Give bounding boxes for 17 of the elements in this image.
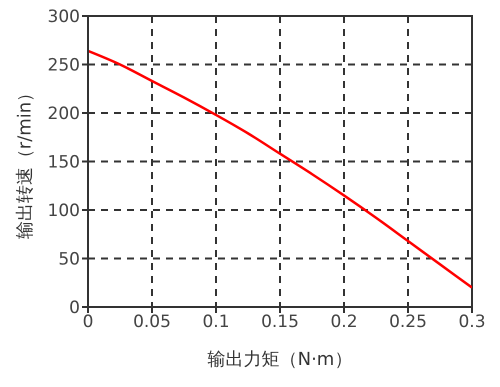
y-tick-label: 50 <box>58 250 80 270</box>
x-tick-label: 0.15 <box>261 312 299 332</box>
x-tick-label: 0.2 <box>330 312 358 332</box>
y-tick-label: 100 <box>48 201 80 222</box>
x-tick-label: 0.3 <box>458 312 486 332</box>
y-tick-label: 300 <box>48 7 80 28</box>
line-series <box>88 50 472 289</box>
y-tick-label: 150 <box>48 152 80 173</box>
x-tick-label: 0.25 <box>389 312 427 332</box>
y-tick-label: 0 <box>69 298 80 318</box>
x-axis-title: 输出力矩（N·m） <box>208 349 352 370</box>
y-tick-label: 200 <box>48 104 80 124</box>
y-axis-title: 输出转速（r/min） <box>14 84 36 240</box>
x-tick-label: 0 <box>82 312 94 332</box>
x-tick-label: 0.05 <box>133 312 171 332</box>
y-tick-label: 250 <box>48 56 80 76</box>
x-tick-label: 0.1 <box>202 312 230 332</box>
